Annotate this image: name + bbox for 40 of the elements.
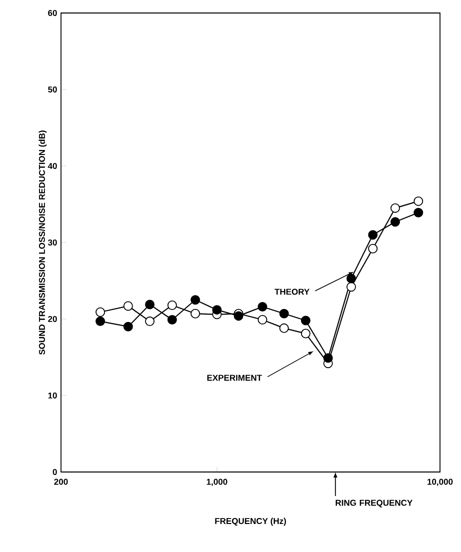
point — [414, 208, 424, 218]
point — [145, 316, 155, 326]
point — [390, 203, 400, 213]
point — [258, 302, 268, 312]
x-tick-label: 10,000 — [428, 478, 453, 486]
point — [279, 308, 289, 318]
point — [167, 315, 177, 325]
x-tick-label: 1,000 — [206, 478, 228, 486]
point — [190, 295, 200, 305]
point — [346, 282, 356, 292]
y-tick-label: 30 — [48, 239, 57, 246]
x-axis-title: FREQUENCY (Hz) — [215, 518, 286, 526]
x-tick-label: 200 — [54, 478, 68, 485]
y-axis-title: SOUND TRANSMISSION LOSS/NOISE REDUCTION (dB) — [38, 130, 47, 355]
point — [212, 305, 222, 315]
y-tick-label: 20 — [48, 316, 57, 322]
point — [300, 316, 310, 326]
text: EXPERIMENT — [207, 374, 262, 381]
point — [368, 244, 378, 254]
point — [167, 300, 177, 310]
point — [279, 323, 289, 333]
point — [414, 196, 424, 206]
point — [323, 353, 333, 363]
text: THEORY — [274, 288, 310, 295]
point — [145, 300, 155, 310]
point — [346, 274, 356, 284]
y-tick-label: 10 — [48, 392, 57, 399]
text: RING FREQUENCY — [336, 500, 412, 508]
point — [190, 308, 200, 318]
point — [234, 311, 244, 321]
y-tick-label: 0 — [52, 469, 57, 476]
point — [368, 230, 378, 240]
point — [123, 322, 133, 332]
point — [300, 328, 310, 338]
point — [390, 217, 400, 227]
y-tick-label: 60 — [48, 10, 57, 16]
point — [258, 315, 268, 325]
y-tick-label: 40 — [48, 162, 57, 170]
point — [123, 301, 133, 311]
y-tick-label: 50 — [48, 86, 57, 93]
